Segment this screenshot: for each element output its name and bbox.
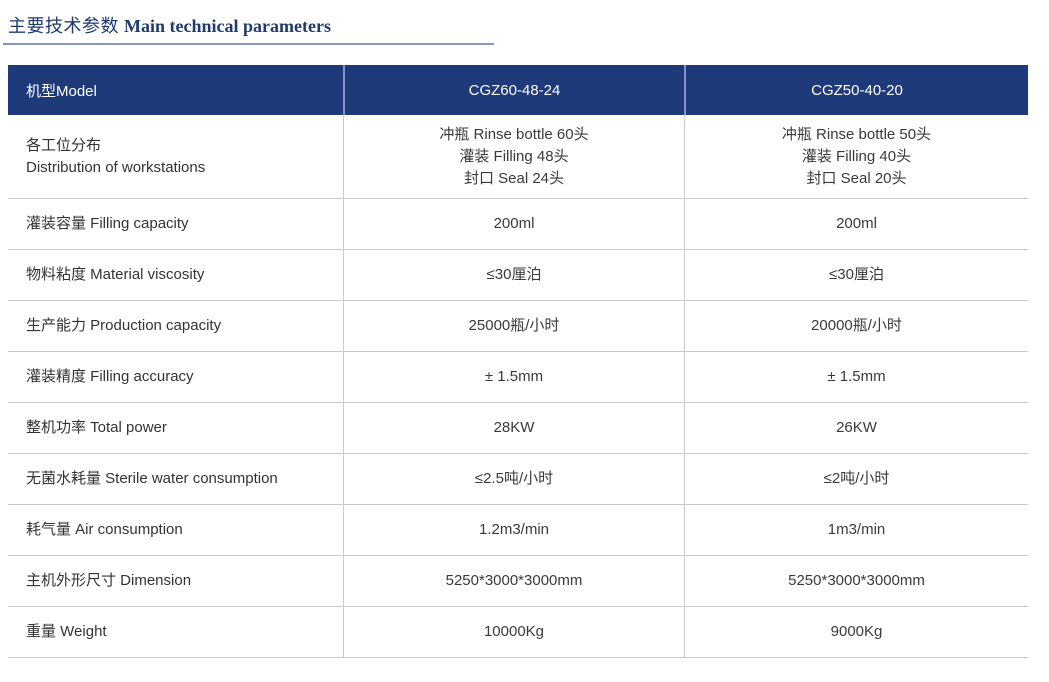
row-label: 生产能力 Production capacity [26, 317, 222, 334]
title-underline [3, 43, 494, 45]
table-row-material-viscosity: 物料粘度 Material viscosity ≤30厘泊 ≤30厘泊 [8, 250, 1028, 301]
row-label: 耗气量 Air consumption [26, 521, 183, 538]
value-cell: 5250*3000*3000mm [684, 556, 1028, 606]
table-row-weight: 重量 Weight 10000Kg 9000Kg [8, 607, 1028, 658]
value-cell: 1m3/min [684, 505, 1028, 555]
value-cell: 10000Kg [343, 607, 684, 657]
value-cell: 1.2m3/min [343, 505, 684, 555]
value-cell: ≤2.5吨/小时 [343, 454, 684, 504]
value-cell: 25000瓶/小时 [343, 301, 684, 351]
table-header-row: 机型Model CGZ60-48-24 CGZ50-40-20 [8, 65, 1028, 115]
page-title: 主要技术参数 Main technical parameters [8, 12, 1049, 38]
row-label: 重量 Weight [26, 623, 107, 640]
header-cell-model: 机型Model [26, 82, 97, 100]
table-row-production-capacity: 生产能力 Production capacity 25000瓶/小时 20000… [8, 301, 1028, 352]
table-row-air-consumption: 耗气量 Air consumption 1.2m3/min 1m3/min [8, 505, 1028, 556]
table-row-filling-accuracy: 灌装精度 Filling accuracy ± 1.5mm ± 1.5mm [8, 352, 1028, 403]
value-cell: 200ml [343, 199, 684, 249]
value-cell: ≤30厘泊 [684, 250, 1028, 300]
value-cell: 冲瓶 Rinse bottle 50头 灌装 Filling 40头 封口 Se… [684, 115, 1028, 198]
table-row-sterile-water: 无菌水耗量 Sterile water consumption ≤2.5吨/小时… [8, 454, 1028, 505]
row-label: 灌装精度 Filling accuracy [26, 368, 194, 385]
value-cell: ± 1.5mm [684, 352, 1028, 402]
row-label: 灌装容量 Filling capacity [26, 215, 189, 232]
value-cell: 20000瓶/小时 [684, 301, 1028, 351]
parameters-table: 机型Model CGZ60-48-24 CGZ50-40-20 各工位分布 Di… [8, 65, 1028, 658]
header-cell-model-cgz50: CGZ50-40-20 [684, 65, 1028, 115]
header-cell-model-cgz60: CGZ60-48-24 [343, 65, 684, 115]
value-cell: ± 1.5mm [343, 352, 684, 402]
row-label: 物料粘度 Material viscosity [26, 266, 205, 283]
row-label: 各工位分布 Distribution of workstations [26, 136, 206, 176]
page-title-english: Main technical parameters [124, 16, 331, 36]
row-label: 主机外形尺寸 Dimension [26, 572, 192, 589]
value-cell: ≤30厘泊 [343, 250, 684, 300]
row-label: 无菌水耗量 Sterile water consumption [26, 470, 278, 487]
value-cell: ≤2吨/小时 [684, 454, 1028, 504]
value-cell: 200ml [684, 199, 1028, 249]
table-row-total-power: 整机功率 Total power 28KW 26KW [8, 403, 1028, 454]
table-row-workstations: 各工位分布 Distribution of workstations 冲瓶 Ri… [8, 115, 1028, 199]
page-title-chinese: 主要技术参数 [8, 16, 119, 36]
value-cell: 5250*3000*3000mm [343, 556, 684, 606]
table-row-filling-capacity: 灌装容量 Filling capacity 200ml 200ml [8, 199, 1028, 250]
value-cell: 28KW [343, 403, 684, 453]
row-label: 整机功率 Total power [26, 419, 167, 436]
value-cell: 26KW [684, 403, 1028, 453]
value-cell: 冲瓶 Rinse bottle 60头 灌装 Filling 48头 封口 Se… [343, 115, 684, 198]
value-cell: 9000Kg [684, 607, 1028, 657]
table-row-dimension: 主机外形尺寸 Dimension 5250*3000*3000mm 5250*3… [8, 556, 1028, 607]
